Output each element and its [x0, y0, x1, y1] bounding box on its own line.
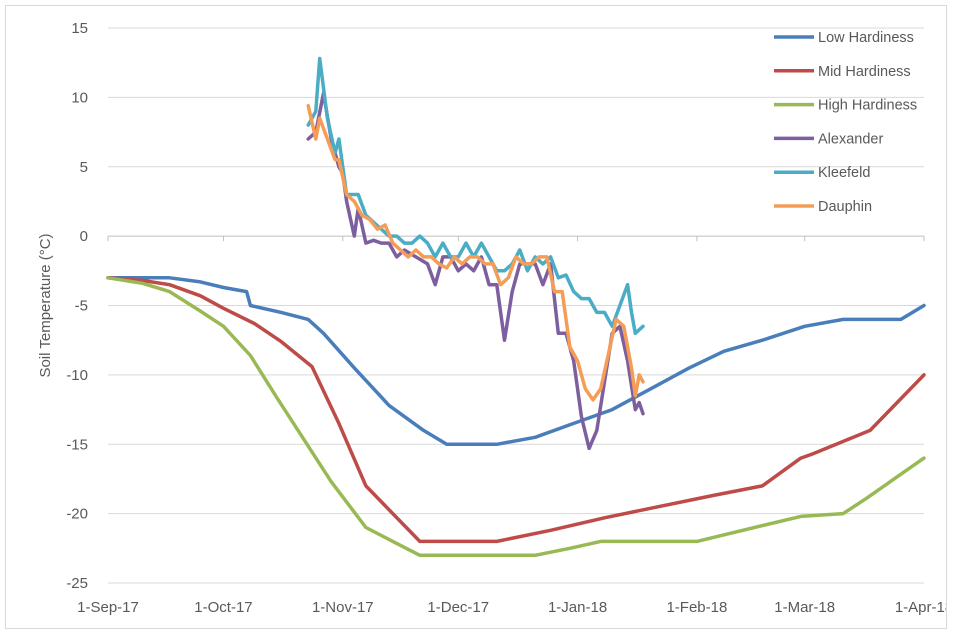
legend-label: Kleefeld — [818, 165, 870, 181]
y-tick-label: 5 — [80, 159, 88, 176]
x-tick-label: 1-Sep-17 — [77, 599, 139, 616]
x-tick-label: 1-Jan-18 — [548, 599, 607, 616]
series-line-mid-hardiness — [106, 276, 926, 544]
x-tick-label: 1-Dec-17 — [427, 599, 489, 616]
y-tick-label: -15 — [66, 436, 88, 453]
x-tick-label: 1-Apr-18 — [895, 599, 946, 616]
soil-temperature-chart: 15 10 5 0 -5 -10 -15 -20 -25 1-Sep-17 1-Oct-17 1-N… — [37, 20, 953, 616]
series-line-low-hardiness — [106, 276, 926, 447]
legend-label: Alexander — [818, 131, 883, 147]
series-lines — [106, 56, 926, 558]
legend-label: Low Hardiness — [818, 30, 914, 46]
legend-label: Dauphin — [818, 199, 872, 215]
y-tick-label: 10 — [71, 89, 88, 106]
legend: Low Hardiness Mid Hardiness High Hardiness… — [774, 30, 917, 215]
x-tick-label: 1-Mar-18 — [774, 599, 835, 616]
y-tick-label: -5 — [75, 298, 88, 315]
series-line-dauphin — [306, 103, 645, 402]
x-tick-label: 1-Oct-17 — [194, 599, 252, 616]
y-tick-label: -20 — [66, 506, 88, 523]
y-tick-label: 15 — [71, 20, 88, 37]
y-tick-label: -10 — [66, 367, 88, 384]
legend-label: Mid Hardiness — [818, 64, 911, 80]
series-line-alexander — [306, 91, 645, 451]
x-tick-labels: 1-Sep-17 1-Oct-17 1-Nov-17 1-Dec-17 1-Jan-18… — [77, 599, 953, 616]
legend-label: High Hardiness — [818, 98, 917, 114]
y-tick-label: -25 — [66, 575, 88, 592]
x-tick-label: 1-Nov-17 — [312, 599, 374, 616]
x-tick-label: 1-Feb-18 — [666, 599, 727, 616]
grid-lines — [107, 27, 925, 584]
y-tick-label: 0 — [80, 228, 88, 245]
series-line-high-hardiness — [106, 276, 926, 558]
chart-frame: 15 10 5 0 -5 -10 -15 -20 -25 1-Sep-17 1-Oct-17 1-N… — [5, 5, 953, 629]
y-axis-label: Soil Temperature (°C) — [37, 233, 54, 377]
series-line-kleefeld — [306, 56, 645, 336]
y-tick-labels: 15 10 5 0 -5 -10 -15 -20 -25 — [66, 20, 88, 592]
